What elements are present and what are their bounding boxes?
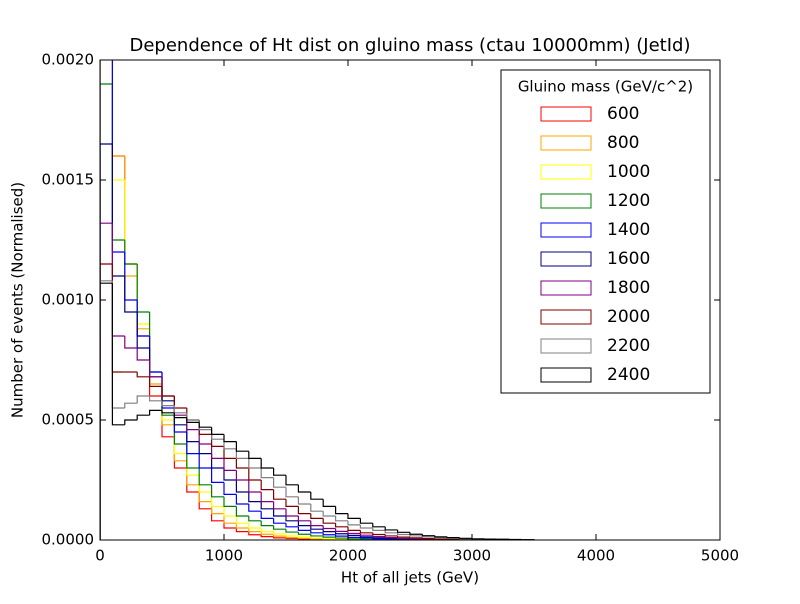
legend-label: 1000 <box>607 162 650 182</box>
y-axis-label: Number of events (Normalised) <box>9 182 27 418</box>
chart-title: Dependence of Ht dist on gluino mass (ct… <box>129 35 690 56</box>
y-tick-label: 0.0010 <box>42 291 95 309</box>
x-tick-label: 0 <box>95 547 105 565</box>
legend-label: 2200 <box>607 336 650 356</box>
legend-label: 800 <box>607 133 639 153</box>
legend-label: 600 <box>607 104 639 124</box>
x-tick-label: 1000 <box>205 547 243 565</box>
legend-label: 2000 <box>607 307 650 327</box>
y-tick-label: 0.0015 <box>42 171 95 189</box>
legend-label: 1600 <box>607 249 650 269</box>
legend-title: Gluino mass (GeV/c^2) <box>518 78 693 96</box>
legend: Gluino mass (GeV/c^2) 600 800 1000 1200 1400 1… <box>501 70 710 393</box>
x-axis-label: Ht of all jets (GeV) <box>341 569 479 587</box>
x-tick-label: 3000 <box>453 547 491 565</box>
y-tick-label: 0.0000 <box>42 531 95 549</box>
x-tick-label: 2000 <box>329 547 367 565</box>
x-tick-label: 4000 <box>577 547 615 565</box>
legend-label: 1400 <box>607 220 650 240</box>
legend-label: 1200 <box>607 191 650 211</box>
legend-label: 2400 <box>607 365 650 385</box>
legend-box <box>501 70 710 393</box>
legend-label: 1800 <box>607 278 650 298</box>
y-tick-label: 0.0005 <box>42 411 95 429</box>
x-tick-label: 5000 <box>701 547 739 565</box>
y-tick-label: 0.0020 <box>42 51 95 69</box>
